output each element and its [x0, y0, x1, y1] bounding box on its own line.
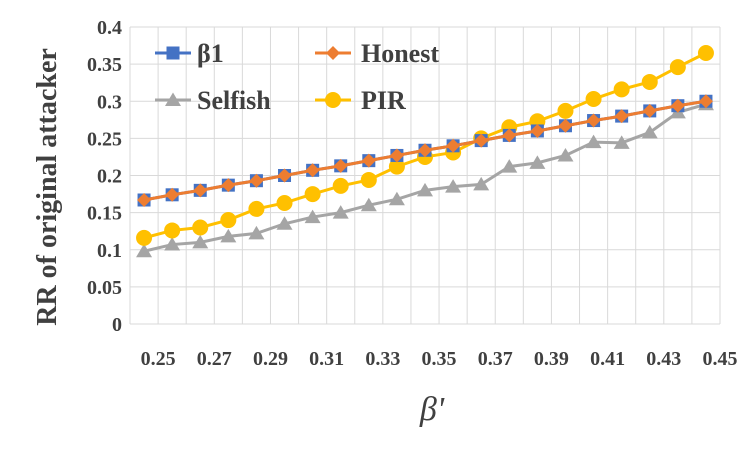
- series-honest: [137, 94, 713, 208]
- legend-item-1: β1: [155, 39, 224, 68]
- data-point-honest: [502, 128, 517, 143]
- legend-label-honest: Honest: [361, 39, 439, 68]
- data-point-honest: [642, 103, 657, 118]
- x-tick-label: 0.39: [534, 348, 569, 370]
- x-axis-ticks: 0.25 0.27 0.29 0.31 0.33 0.35 0.37 0.39 0.41 0.43…: [141, 348, 738, 370]
- y-tick-label: 0.35: [87, 54, 122, 76]
- data-point-honest: [277, 168, 292, 183]
- y-tick-label: 0.15: [87, 203, 122, 225]
- data-point-pir: [164, 222, 181, 239]
- y-tick-label: 0.4: [97, 17, 122, 39]
- data-point-selfish: [641, 124, 658, 139]
- x-tick-label: 0.33: [365, 348, 400, 370]
- x-tick-label: 0.35: [422, 348, 457, 370]
- data-point-pir: [360, 171, 377, 188]
- legend: β1 Honest Selfish PIR: [155, 39, 439, 115]
- series-layer: [136, 44, 714, 258]
- data-point-selfish: [613, 135, 630, 149]
- x-tick-label: 0.37: [478, 348, 513, 370]
- data-point-pir: [304, 186, 321, 203]
- legend-item-pir: PIR: [315, 86, 406, 115]
- y-axis-ticks: 0 0.05 0.1 0.15 0.2 0.25 0.3 0.35 0.4: [87, 17, 122, 336]
- legend-marker-honest: [326, 46, 340, 60]
- data-point-selfish: [248, 225, 265, 240]
- data-point-pir: [388, 158, 405, 175]
- legend-marker-selfish: [165, 92, 181, 106]
- y-tick-label: 0.2: [97, 166, 122, 188]
- x-tick-label: 0.29: [253, 348, 288, 370]
- data-point-pir: [192, 219, 209, 236]
- legend-item-selfish: Selfish: [155, 86, 271, 115]
- data-point-pir: [136, 229, 153, 246]
- data-point-pir: [697, 44, 714, 61]
- data-point-selfish: [332, 205, 349, 219]
- data-point-honest: [418, 143, 432, 158]
- data-point-honest: [305, 163, 320, 178]
- data-point-honest: [361, 153, 376, 168]
- x-tick-label: 0.31: [309, 348, 344, 370]
- y-axis-title: RR of original attacker: [32, 48, 63, 326]
- series-selfish: [136, 96, 714, 258]
- data-point-honest: [698, 94, 713, 109]
- x-tick-label: 0.43: [646, 348, 681, 370]
- data-point-selfish: [529, 155, 546, 169]
- x-tick-label: 0.27: [197, 348, 232, 370]
- data-point-honest: [193, 183, 208, 198]
- data-point-selfish: [220, 228, 237, 243]
- x-tick-label: 0.25: [141, 348, 176, 370]
- data-point-honest: [670, 98, 685, 113]
- legend-label-selfish: Selfish: [197, 86, 271, 115]
- data-point-honest: [389, 148, 404, 163]
- data-point-selfish: [417, 182, 433, 197]
- x-tick-label: 0.45: [703, 348, 738, 370]
- legend-item-honest: Honest: [315, 39, 439, 68]
- gridlines: [129, 26, 721, 325]
- data-point-honest: [586, 113, 601, 128]
- data-point-selfish: [473, 176, 490, 191]
- data-point-selfish: [445, 179, 462, 193]
- data-point-selfish: [360, 197, 377, 212]
- data-point-selfish: [192, 234, 209, 249]
- data-point-honest: [249, 173, 264, 188]
- data-point-pir: [585, 91, 602, 108]
- data-point-pir: [557, 102, 574, 119]
- data-point-pir: [248, 200, 265, 217]
- data-point-pir: [641, 73, 658, 90]
- y-tick-label: 0.3: [97, 91, 122, 113]
- data-point-honest: [446, 138, 461, 153]
- data-point-honest: [530, 123, 545, 138]
- data-point-honest: [614, 109, 629, 124]
- data-point-pir: [613, 81, 630, 98]
- data-point-selfish: [585, 134, 602, 149]
- data-point-selfish: [501, 159, 518, 173]
- data-point-selfish: [276, 216, 293, 230]
- x-tick-label: 0.41: [590, 348, 625, 370]
- legend-label-1: β1: [197, 39, 224, 68]
- data-point-pir: [220, 212, 237, 229]
- data-point-honest: [474, 133, 489, 148]
- data-point-pir: [669, 59, 686, 76]
- legend-marker-1: [166, 46, 180, 60]
- data-point-honest: [333, 158, 348, 173]
- data-point-honest: [558, 118, 573, 133]
- data-point-pir: [276, 194, 293, 211]
- data-point-selfish: [557, 147, 574, 162]
- y-tick-label: 0: [112, 314, 122, 336]
- data-point-selfish: [304, 209, 321, 224]
- data-point-honest: [137, 193, 152, 208]
- data-point-selfish: [136, 243, 153, 258]
- x-axis-title: β': [419, 391, 445, 428]
- y-tick-label: 0.1: [97, 240, 122, 262]
- data-point-honest: [221, 178, 236, 193]
- data-point-selfish: [388, 191, 405, 206]
- data-point-selfish: [164, 237, 181, 251]
- legend-marker-pir: [325, 92, 341, 108]
- y-tick-label: 0.05: [87, 277, 122, 299]
- y-tick-label: 0.25: [87, 128, 122, 150]
- data-point-honest: [165, 187, 180, 202]
- data-point-pir: [332, 177, 349, 194]
- legend-label-pir: PIR: [361, 86, 406, 115]
